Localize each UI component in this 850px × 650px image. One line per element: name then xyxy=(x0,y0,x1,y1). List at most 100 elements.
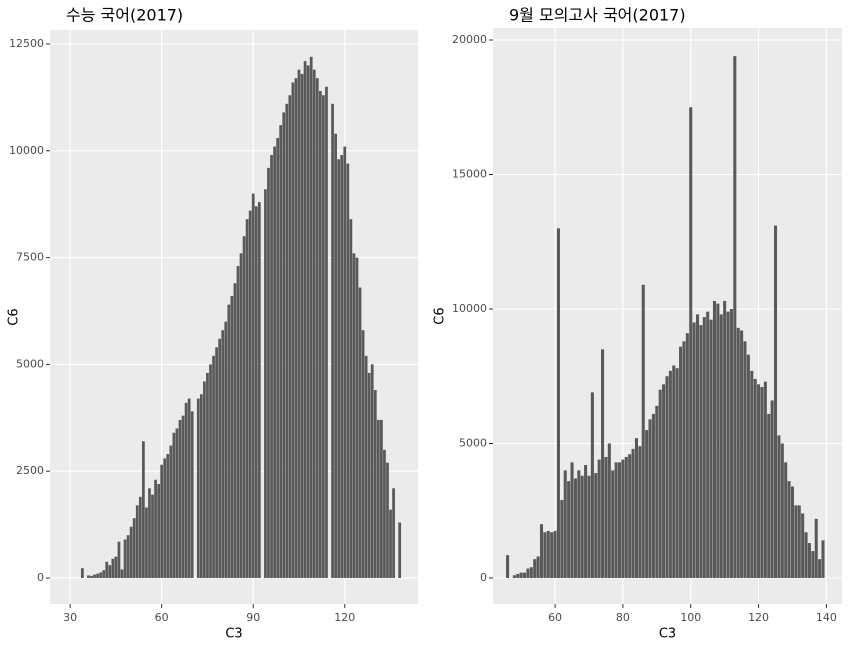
bar xyxy=(172,432,176,578)
bar xyxy=(233,283,237,578)
bar xyxy=(563,470,567,578)
bar xyxy=(719,314,723,578)
bar xyxy=(175,428,179,578)
bar xyxy=(190,411,194,578)
bar xyxy=(536,556,540,578)
bar xyxy=(114,556,118,578)
bar xyxy=(303,61,307,578)
bar xyxy=(102,570,106,578)
bar xyxy=(87,575,90,578)
bar xyxy=(297,69,301,578)
bar xyxy=(526,568,530,578)
bar xyxy=(736,327,740,578)
x-axis-title: C3 xyxy=(225,627,242,642)
bar xyxy=(309,56,313,578)
bar xyxy=(392,488,395,578)
x-tick-label: 120 xyxy=(748,611,769,624)
bar xyxy=(712,300,717,578)
x-tick-label: 140 xyxy=(816,611,837,624)
bar xyxy=(651,413,655,578)
bar xyxy=(93,574,96,578)
bar xyxy=(533,559,537,578)
bar xyxy=(163,458,167,578)
bar xyxy=(151,494,154,578)
y-tick-label: 20000 xyxy=(452,33,487,46)
bar xyxy=(120,569,124,578)
bar xyxy=(364,355,368,578)
bar xyxy=(665,376,669,578)
bar xyxy=(389,509,392,578)
bar xyxy=(138,496,142,578)
bar xyxy=(373,390,377,578)
bar xyxy=(580,475,584,578)
bar xyxy=(331,103,334,578)
bar xyxy=(111,558,115,578)
bar xyxy=(349,219,353,578)
bar xyxy=(376,419,380,578)
bar xyxy=(383,449,386,578)
bar xyxy=(315,78,319,578)
bar xyxy=(343,146,347,578)
bar xyxy=(682,341,686,578)
bar xyxy=(285,103,289,578)
bar xyxy=(668,370,672,578)
bar xyxy=(733,56,737,578)
bar xyxy=(516,573,520,578)
bar xyxy=(801,513,805,578)
bar xyxy=(553,530,557,578)
bar xyxy=(230,296,234,578)
bar xyxy=(148,488,151,578)
bar xyxy=(245,219,249,578)
bar xyxy=(267,167,270,578)
bar xyxy=(746,354,750,578)
bar xyxy=(123,539,127,578)
bar xyxy=(80,568,84,578)
bar xyxy=(142,441,145,578)
bar xyxy=(811,551,815,578)
bar xyxy=(512,575,516,578)
bar xyxy=(587,475,591,578)
x-tick-label: 60 xyxy=(548,611,562,624)
bar xyxy=(270,155,273,578)
bar xyxy=(729,308,733,578)
bar xyxy=(242,236,246,578)
bar xyxy=(645,430,649,578)
bar xyxy=(90,575,93,578)
bar xyxy=(716,303,720,578)
bar xyxy=(337,159,341,578)
bar xyxy=(675,368,679,578)
bar xyxy=(556,228,560,578)
bar xyxy=(709,319,713,578)
bar xyxy=(135,505,139,578)
bar xyxy=(726,311,730,578)
bar xyxy=(367,372,371,578)
bar xyxy=(248,210,252,578)
bar xyxy=(355,257,359,578)
bar xyxy=(679,346,683,578)
bar xyxy=(145,507,148,578)
bar xyxy=(318,91,322,578)
bar xyxy=(358,287,362,578)
bar xyxy=(169,445,173,578)
bar xyxy=(254,206,258,578)
bar xyxy=(672,365,676,578)
y-tick-label: 0 xyxy=(37,571,44,584)
bar xyxy=(212,355,215,578)
bar xyxy=(787,481,791,578)
bar xyxy=(797,505,801,578)
bar xyxy=(236,266,240,578)
bar xyxy=(628,454,632,578)
bar xyxy=(550,532,554,578)
bar xyxy=(770,400,774,578)
bar xyxy=(757,384,761,578)
bar xyxy=(370,364,374,578)
bar xyxy=(273,146,276,578)
bar xyxy=(209,364,212,578)
bar xyxy=(224,321,228,578)
bar xyxy=(206,372,209,578)
bar xyxy=(641,284,645,578)
bar xyxy=(790,486,795,578)
bar xyxy=(218,338,222,578)
bar xyxy=(638,446,642,578)
